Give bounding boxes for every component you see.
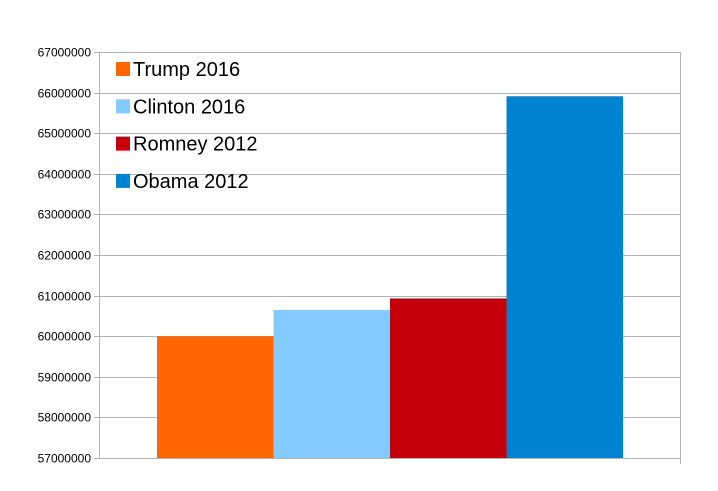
legend-swatch bbox=[116, 99, 130, 114]
legend-label: Obama 2012 bbox=[133, 171, 249, 193]
y-tick-label: 57000000 bbox=[38, 452, 92, 466]
bar-clinton-2016 bbox=[273, 309, 390, 458]
y-tick-label: 58000000 bbox=[38, 411, 92, 425]
y-tick-label: 66000000 bbox=[38, 87, 92, 101]
bar-romney-2012 bbox=[390, 298, 507, 458]
legend-label: Clinton 2016 bbox=[133, 96, 245, 118]
legend-swatch bbox=[116, 136, 130, 151]
y-tick-label: 61000000 bbox=[38, 290, 92, 304]
bar-obama-2012 bbox=[506, 96, 623, 458]
axes bbox=[99, 52, 681, 464]
y-tick-label: 60000000 bbox=[38, 330, 92, 344]
legend: Trump 2016 Clinton 2016 Romney 2012 Obama 2… bbox=[116, 59, 258, 193]
y-tick-label: 63000000 bbox=[38, 208, 92, 222]
y-tick-label: 67000000 bbox=[38, 46, 92, 60]
legend-label: Trump 2016 bbox=[133, 59, 240, 81]
y-tick-label: 62000000 bbox=[38, 249, 92, 263]
y-tick-label: 59000000 bbox=[38, 371, 92, 385]
legend-swatch bbox=[116, 173, 130, 188]
bars bbox=[157, 96, 623, 458]
y-axis-tick-labels: 57000000 58000000 59000000 60000000 61000000… bbox=[38, 46, 92, 466]
y-tick-label: 64000000 bbox=[38, 168, 92, 182]
bar-trump-2016 bbox=[157, 336, 274, 458]
legend-swatch bbox=[116, 62, 130, 76]
legend-label: Romney 2012 bbox=[133, 134, 258, 156]
y-tick-label: 65000000 bbox=[38, 127, 92, 141]
